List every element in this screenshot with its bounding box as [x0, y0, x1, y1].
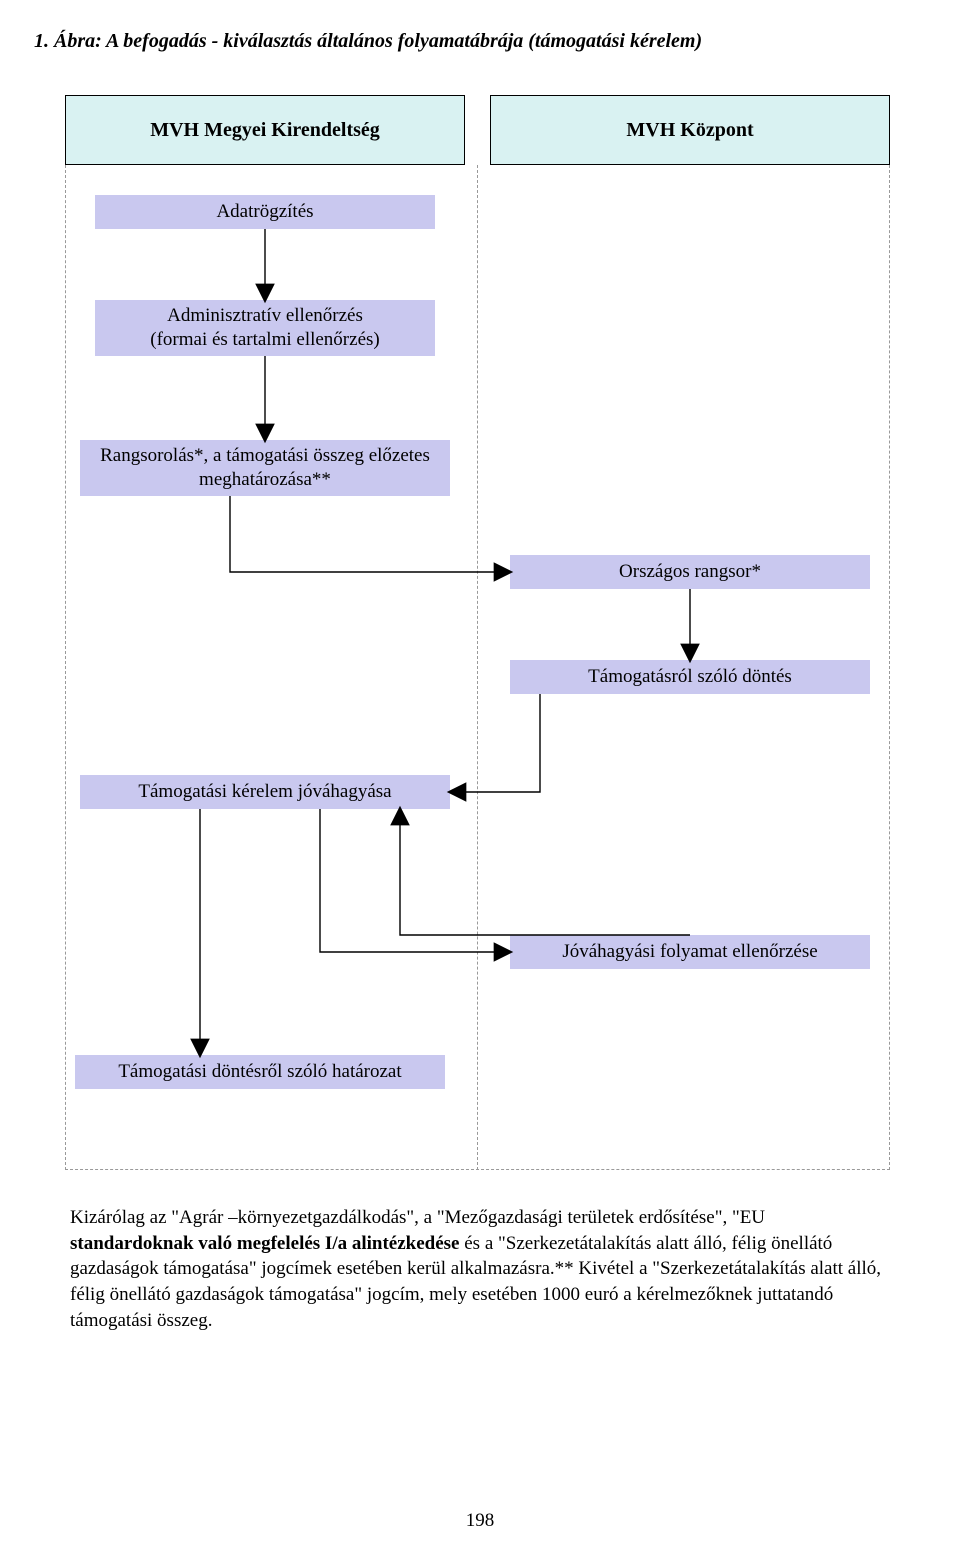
figure-title: 1. Ábra: A befogadás - kiválasztás által… [34, 30, 702, 53]
flowchart-node: Adminisztratív ellenőrzés(formai és tart… [95, 300, 435, 356]
page-number: 198 [0, 1510, 960, 1532]
flowchart-node: Támogatási kérelem jóváhagyása [80, 775, 450, 809]
swimlane-header-right: MVH Központ [490, 95, 890, 165]
swimlane-header-left: MVH Megyei Kirendeltség [65, 95, 465, 165]
flowchart-node: Jóváhagyási folyamat ellenőrzése [510, 935, 870, 969]
flowchart-node: Rangsorolás*, a támogatási összeg előzet… [80, 440, 450, 496]
flowchart-node: Országos rangsor* [510, 555, 870, 589]
footnotes: Kizárólag az "Agrár –környezetgazdálkodá… [70, 1205, 890, 1333]
swimlane-divider [477, 165, 478, 1170]
flowchart-node: Támogatási döntésről szóló határozat [75, 1055, 445, 1089]
flowchart-node: Támogatásról szóló döntés [510, 660, 870, 694]
flowchart-node: Adatrögzítés [95, 195, 435, 229]
